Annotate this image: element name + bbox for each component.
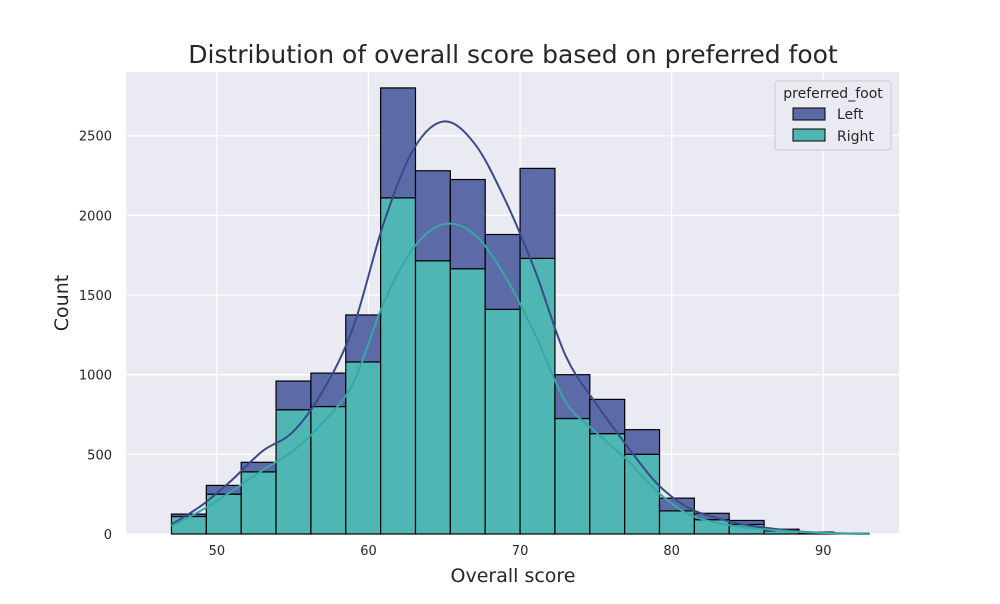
x-tick-label-4: 90 bbox=[815, 544, 832, 559]
y-tick-label-0: 0 bbox=[104, 528, 112, 543]
x-tick-label-0: 50 bbox=[209, 544, 226, 559]
x-tick-label-1: 60 bbox=[360, 544, 377, 559]
y-tick-label-5: 2500 bbox=[79, 130, 112, 145]
bar-right-0 bbox=[171, 516, 206, 534]
legend: preferred_foot Left Right bbox=[775, 81, 891, 150]
bar-left-7 bbox=[415, 171, 450, 261]
legend-label-right: Right bbox=[837, 129, 874, 145]
legend-swatch-left bbox=[793, 108, 825, 120]
bar-right-11 bbox=[555, 419, 590, 535]
bar-right-6 bbox=[381, 198, 416, 534]
y-tick-label-1: 500 bbox=[87, 448, 112, 463]
bar-right-12 bbox=[590, 434, 625, 534]
x-axis-label: Overall score bbox=[451, 565, 576, 587]
y-tick-label-3: 1500 bbox=[79, 289, 112, 304]
bar-right-1 bbox=[206, 494, 241, 534]
x-tick-label-2: 70 bbox=[512, 544, 529, 559]
y-tick-label-4: 2000 bbox=[79, 209, 112, 224]
bar-right-9 bbox=[485, 309, 520, 534]
x-tick-label-3: 80 bbox=[663, 544, 680, 559]
bar-left-3 bbox=[276, 381, 311, 410]
y-tick-label-2: 1000 bbox=[79, 369, 112, 384]
bar-right-3 bbox=[276, 410, 311, 534]
bar-right-7 bbox=[415, 261, 450, 534]
chart-title: Distribution of overall score based on p… bbox=[188, 40, 838, 69]
bar-right-10 bbox=[520, 258, 555, 534]
legend-swatch-right bbox=[793, 129, 825, 141]
bar-left-12 bbox=[590, 399, 625, 433]
bar-right-4 bbox=[311, 407, 346, 534]
bar-right-8 bbox=[450, 269, 485, 534]
legend-label-left: Left bbox=[837, 107, 864, 123]
y-axis-label: Count bbox=[51, 275, 73, 331]
legend-title: preferred_foot bbox=[783, 86, 883, 102]
